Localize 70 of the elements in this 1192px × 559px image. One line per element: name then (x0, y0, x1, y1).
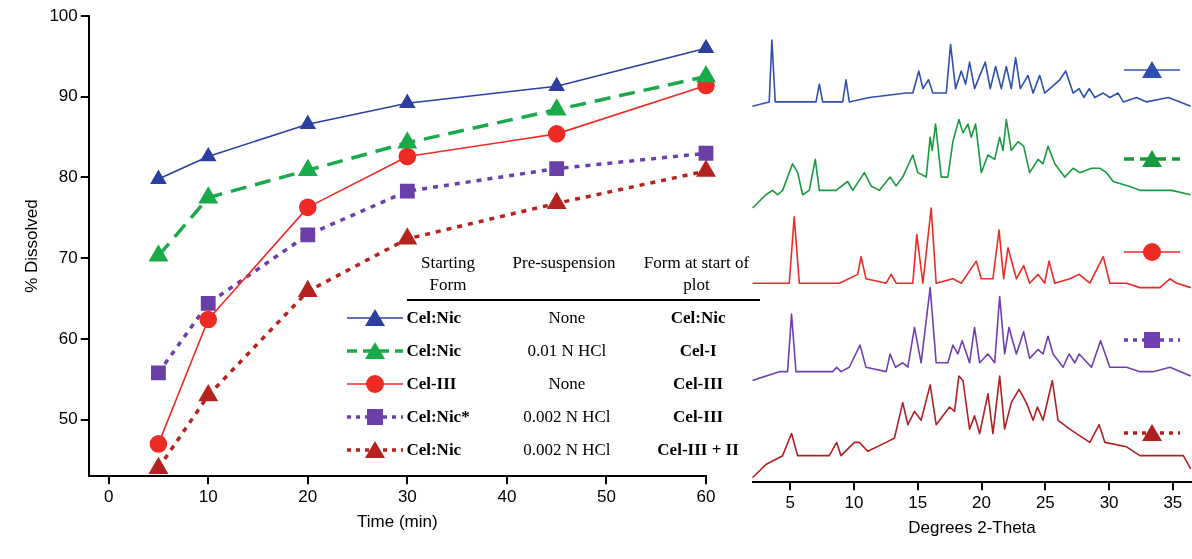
y-tick-label: 80 (58, 167, 78, 187)
point (546, 191, 567, 210)
x-tick-label: 0 (103, 487, 114, 507)
point (199, 187, 217, 204)
point (698, 39, 714, 54)
annotation: None (547, 306, 587, 329)
y-tick-label: 100 (49, 5, 78, 25)
annotation: Pre-suspension (511, 252, 617, 274)
x-axis-title: Degrees 2-Theta (908, 518, 1037, 538)
annotation: Cel:Nic (669, 306, 727, 329)
x-axis-title: Time (min) (357, 512, 438, 532)
annotation: Cel-III + II (656, 438, 740, 461)
point (399, 94, 416, 108)
y-tick-label: 70 (58, 247, 78, 267)
x-tick-label: 30 (397, 487, 417, 507)
legend-label: Cel:Nic (406, 339, 463, 362)
annotation: Form at start of plot (642, 252, 751, 296)
point (151, 365, 166, 381)
x-tick-label: 30 (1099, 493, 1119, 513)
legend-label: Cel:Nic (406, 438, 463, 461)
point (299, 160, 317, 176)
y-axis-title: % Dissolved (21, 199, 41, 293)
point (398, 147, 417, 166)
point (297, 279, 318, 298)
point (698, 145, 714, 161)
x-tick-label: 20 (972, 493, 992, 513)
annotation: Cel-I (678, 339, 718, 362)
point (149, 246, 168, 262)
x-tick-label: 20 (298, 487, 318, 507)
y-tick-label: 60 (58, 328, 78, 348)
x-tick-label: 35 (1163, 493, 1183, 513)
point (697, 161, 715, 177)
point (399, 183, 415, 199)
x-tick-label: 25 (1035, 493, 1055, 513)
annotation: Cel-III (672, 405, 725, 428)
point (398, 229, 417, 245)
point (199, 385, 217, 402)
legend-label: Cel-III (406, 372, 458, 395)
y-tick-label: 50 (58, 409, 78, 429)
x-tick-label: 60 (696, 487, 716, 507)
annotation: Cel-III (672, 372, 725, 395)
x-tick-label: 10 (844, 493, 864, 513)
point (200, 147, 216, 162)
y-tick-label: 90 (58, 86, 78, 106)
point (298, 198, 317, 217)
annotation: Starting Form (420, 252, 476, 296)
point (547, 99, 566, 116)
point (697, 66, 715, 83)
point (398, 133, 417, 149)
point (549, 161, 565, 176)
annotation: None (547, 372, 587, 395)
point (300, 115, 316, 129)
x-tick-label: 15 (908, 493, 928, 513)
legend-label: Cel:Nic* (406, 405, 471, 428)
x-tick-label: 50 (596, 487, 616, 507)
point (149, 435, 168, 453)
x-tick-label: 10 (198, 487, 218, 507)
point (149, 458, 168, 474)
point (150, 170, 167, 184)
annotation: 0.01 N HCl (526, 339, 608, 362)
point (300, 227, 316, 243)
x-tick-label: 5 (785, 493, 795, 513)
annotation: 0.002 N HCl (522, 405, 612, 428)
point (199, 310, 218, 329)
point (548, 77, 565, 92)
point (547, 125, 566, 143)
legend-label: Cel:Nic (406, 306, 463, 329)
x-tick-label: 40 (497, 487, 517, 507)
point (200, 296, 216, 311)
annotation: 0.002 N HCl (522, 438, 612, 461)
